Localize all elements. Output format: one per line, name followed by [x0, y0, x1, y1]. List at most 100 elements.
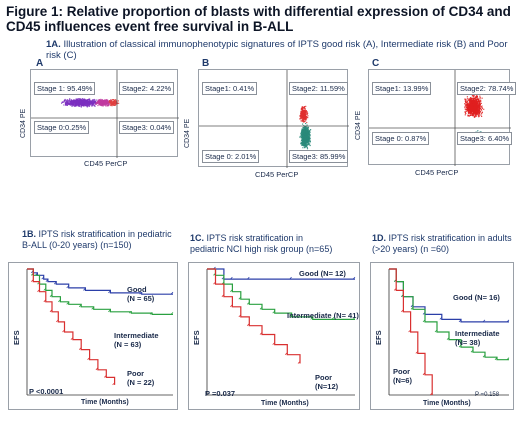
km-1c-label-poor: Poor (N=12): [315, 373, 338, 391]
km-censor-mark: [238, 296, 242, 300]
km-censor-mark: [45, 279, 49, 282]
km-censor-mark: [104, 375, 107, 378]
flow-panel-c: Stage1: 13.99% Stage2: 78.74% Stage 0: 0…: [368, 69, 517, 166]
km-1d-pvalue: P =0.158: [475, 392, 500, 398]
km-curve-0: [27, 268, 173, 295]
flow-panel-a-letter: A: [36, 58, 44, 69]
km-censor-mark: [458, 319, 462, 323]
section-1a-title: 1A. Illustration of classical immunophen…: [46, 39, 520, 61]
km-panel-1b: EFS Good (N = 65) Intermediate (N = 63) …: [8, 262, 178, 410]
km-censor-mark: [434, 329, 438, 333]
km-censor-mark: [108, 290, 111, 294]
km-censor-mark: [506, 357, 510, 360]
km-censor-mark: [506, 319, 510, 323]
km-1b-pvalue: P <0.0001: [29, 387, 64, 396]
flow-b-ylabel: CD34 PE: [184, 118, 191, 148]
km-censor-mark: [230, 289, 233, 292]
km-censor-mark: [352, 276, 356, 280]
km-curve-2: [207, 268, 301, 364]
km-1b-label-int-l1: Intermediate: [114, 331, 159, 340]
km-censor-mark: [129, 310, 132, 314]
km-censor-mark: [259, 307, 263, 310]
scatter-dots: [299, 105, 312, 150]
flow-c-gate-stage1: Stage1: 13.99%: [372, 82, 432, 95]
flow-a-ylabel: CD34 PE: [20, 108, 27, 138]
km-censor-mark: [482, 319, 486, 323]
flow-c-gate-stage3: Stage3: 6.40%: [457, 132, 513, 145]
km-censor-mark: [247, 302, 250, 305]
km-censor-mark: [422, 319, 426, 323]
km-1b-title-line2: B-ALL (0-20 years) (n=150): [22, 240, 132, 250]
km-censor-mark: [429, 392, 433, 396]
km-censor-mark: [170, 291, 174, 295]
km-censor-mark: [31, 279, 34, 282]
figure-title-text: Relative proportion of blasts with diffe…: [6, 4, 511, 34]
km-1c-label-int-l1: Intermediate (N= 41): [287, 311, 359, 320]
km-1b-label-good: Good (N = 65): [127, 285, 154, 303]
scatter-dots: [61, 98, 120, 108]
km-curve-1: [389, 268, 509, 361]
km-censor-mark: [230, 304, 233, 308]
km-1b-label-int-l2: (N = 63): [114, 340, 142, 349]
km-censor-mark: [422, 372, 426, 376]
km-censor-mark: [352, 317, 356, 320]
section-1a-text: Illustration of classical immunophenotyp…: [46, 39, 508, 61]
km-curve-2: [389, 268, 433, 395]
km-1c-label-poor-l2: (N=12): [315, 382, 339, 391]
km-censor-mark: [43, 299, 47, 303]
km-1d-xlabel: Time (Months): [423, 400, 471, 407]
km-censor-mark: [43, 288, 47, 291]
km-censor-mark: [458, 344, 462, 348]
flow-c-xlabel: CD45 PerCP: [415, 168, 459, 177]
km-1c-title-line2: pediatric NCI high risk group (n=65): [190, 244, 333, 254]
flow-a-gate-stage0: Stage 0:0.25%: [34, 121, 90, 134]
km-1b-title: 1B. IPTS risk stratification in pediatri…: [22, 229, 172, 251]
km-curve-1: [207, 268, 355, 320]
km-censor-mark: [213, 281, 216, 285]
km-1b-label-poor-l1: Poor: [127, 369, 145, 378]
flow-b-gate-stage2: Stage2: 11.59%: [289, 82, 348, 95]
km-censor-mark: [439, 317, 443, 320]
km-1d-ylabel: EFS: [374, 330, 383, 345]
km-censor-mark: [297, 361, 301, 364]
flow-panel-c-letter: C: [372, 58, 380, 69]
km-censor-mark: [56, 319, 59, 323]
km-censor-mark: [247, 323, 250, 326]
flow-b-gate-stage1: Stage1: 0.41%: [202, 82, 258, 95]
km-1b-title-line1: IPTS risk stratification in pediatric: [38, 229, 172, 239]
flow-b-gate-stage3: Stage3: 85.99%: [289, 150, 349, 163]
km-1d-label-poor-l1: Poor: [393, 367, 411, 376]
km-censor-mark: [91, 307, 94, 310]
km-1c-title-label: 1C.: [190, 233, 205, 243]
km-1b-label-poor-l2: (N = 22): [127, 378, 155, 387]
km-censor-mark: [310, 317, 313, 320]
figure-title: Figure 1: Relative proportion of blasts …: [6, 4, 516, 34]
flow-panel-b-letter: B: [202, 58, 210, 69]
scatter-dots: [464, 94, 485, 142]
km-1d-label-int-l1: Intermediate: [455, 329, 500, 338]
km-1d-title-line1: IPTS risk stratification in adults: [388, 233, 512, 243]
km-censor-mark: [272, 342, 275, 345]
flow-panel-b: Stage1: 0.41% Stage2: 11.59% Stage 0: 2.…: [198, 69, 349, 168]
flow-panel-a: Stage 1: 95.49% Stage2: 4.22% Stage 0:0.…: [30, 69, 179, 158]
km-censor-mark: [289, 276, 292, 280]
km-curve-0: [207, 268, 355, 280]
km-censor-mark: [408, 329, 411, 333]
km-censor-mark: [62, 329, 65, 333]
km-censor-mark: [285, 352, 288, 355]
km-1b-label-good-l1: Good: [127, 285, 147, 294]
flow-b-xlabel: CD45 PerCP: [255, 170, 299, 179]
km-censor-mark: [331, 317, 335, 320]
km-1c-title-line1: IPTS risk stratification in: [206, 233, 304, 243]
km-1d-label-good-l1: Good (N= 16): [453, 293, 500, 302]
km-1d-label-good: Good (N= 16): [453, 293, 500, 302]
flow-a-gate-stage1: Stage 1: 95.49%: [34, 82, 96, 95]
km-1d-label-int-l2: (N= 38): [455, 338, 481, 347]
km-1d-label-intermediate: Intermediate (N= 38): [455, 329, 500, 347]
km-censor-mark: [78, 347, 82, 350]
km-1b-title-label: 1B.: [22, 229, 37, 239]
km-censor-mark: [415, 351, 419, 354]
km-1d-title-label: 1D.: [372, 233, 387, 243]
km-1c-plot: [206, 266, 356, 396]
km-censor-mark: [230, 276, 233, 280]
